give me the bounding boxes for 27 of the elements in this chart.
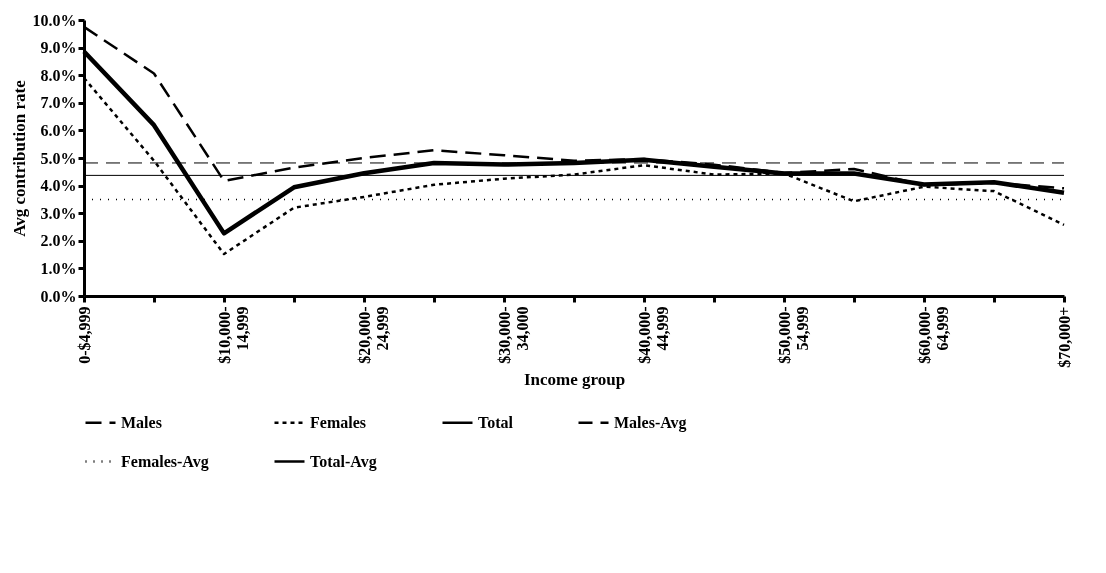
legend-label: Males-Avg	[614, 413, 687, 432]
legend-label: Females-Avg	[121, 452, 209, 471]
y-tick-label: 7.0%	[40, 94, 77, 112]
y-tick-label: 6.0%	[40, 121, 77, 139]
y-tick-label: 5.0%	[40, 149, 77, 167]
x-axis-title: Income group	[523, 369, 626, 389]
x-tick-label: $60,000- 64,999	[915, 306, 951, 364]
y-tick-label: 10.0%	[32, 11, 77, 29]
y-tick-label: 9.0%	[40, 39, 77, 57]
x-tick-label: $70,000+	[1055, 306, 1073, 368]
legend-label: Males	[121, 413, 162, 431]
y-tick-label: 4.0%	[40, 177, 77, 195]
x-tick-label: $50,000- 54,999	[775, 306, 811, 364]
x-tick-label: $40,000- 44,999	[635, 306, 671, 364]
x-tick-label: $10,000- 14,999	[215, 306, 251, 364]
y-tick-label: 2.0%	[40, 232, 77, 250]
legend-label: Females	[310, 413, 366, 431]
y-tick-label: 3.0%	[40, 204, 77, 222]
x-tick-label: $30,000- 34,000	[495, 306, 531, 364]
x-tick-label: $20,000- 24,999	[355, 306, 391, 364]
legend-label: Total	[478, 413, 514, 431]
legend-label: Total-Avg	[310, 452, 377, 471]
y-axis-title: Avg contribution rate	[9, 79, 29, 237]
y-tick-label: 0.0%	[40, 287, 77, 305]
y-tick-label: 8.0%	[40, 66, 77, 84]
y-tick-label: 1.0%	[40, 259, 77, 277]
x-tick-label: 0-$4,999	[75, 306, 93, 364]
